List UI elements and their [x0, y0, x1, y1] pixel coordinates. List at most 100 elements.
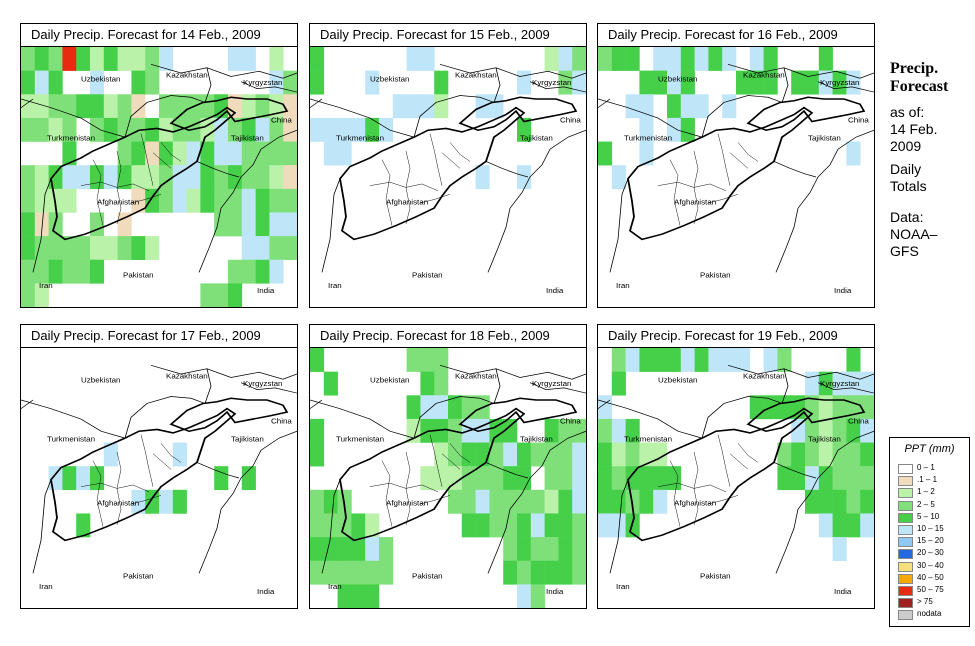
- country-label-india: India: [834, 287, 852, 295]
- country-label-kyrgyzstan: Kyrgyzstan: [243, 380, 282, 388]
- country-border: [240, 382, 297, 394]
- precip-cell: [832, 395, 847, 420]
- precip-cell: [639, 117, 654, 142]
- precip-cell: [544, 442, 559, 467]
- country-label-uzbekistan: Uzbekistan: [81, 376, 120, 384]
- forecast-panel: Daily Precip. Forecast for 18 Feb., 2009…: [309, 324, 587, 609]
- precip-cell: [241, 259, 256, 284]
- legend-label: 2 – 5: [917, 499, 935, 509]
- precip-cell: [283, 70, 297, 95]
- precip-cell: [860, 418, 874, 443]
- precip-cell: [805, 395, 820, 420]
- precip-cell: [200, 141, 215, 166]
- precip-cell: [283, 236, 297, 260]
- precip-cell: [544, 560, 559, 585]
- data-source-1: NOAA–: [890, 226, 938, 242]
- precip-cell: [34, 212, 49, 237]
- precip-cell: [639, 466, 654, 491]
- country-border: [21, 399, 126, 439]
- precip-cell: [255, 141, 270, 166]
- precip-cell: [667, 466, 682, 491]
- country-border: [493, 67, 501, 103]
- precip-cell: [805, 489, 820, 514]
- precip-cell: [420, 94, 435, 119]
- precip-cell: [310, 560, 325, 585]
- country-border: [598, 98, 703, 138]
- country-border: [493, 368, 501, 404]
- precip-cell: [598, 442, 613, 467]
- precip-cell: [625, 47, 640, 71]
- precip-cell: [517, 442, 532, 467]
- precip-cell: [860, 395, 874, 420]
- precip-cell: [667, 348, 682, 372]
- precip-cell: [708, 348, 723, 372]
- precip-cell: [228, 165, 243, 190]
- precip-cell: [241, 212, 256, 237]
- precip-cell: [694, 94, 709, 119]
- precip-cell: [434, 418, 449, 443]
- country-label-uzbekistan: Uzbekistan: [370, 75, 409, 83]
- precip-cell: [572, 513, 586, 538]
- precip-cell: [558, 560, 573, 585]
- country-border: [598, 399, 703, 439]
- legend-swatch: [898, 464, 913, 474]
- country-border: [32, 479, 52, 574]
- precip-cell: [708, 47, 723, 71]
- precip-cell: [611, 513, 626, 538]
- country-border: [529, 382, 586, 394]
- precip-cell: [818, 442, 833, 467]
- precip-cell: [21, 283, 36, 307]
- precip-cell: [90, 466, 105, 491]
- legend-swatch: [898, 598, 913, 609]
- country-border: [609, 178, 629, 273]
- precip-cell: [667, 94, 682, 119]
- precip-cell: [145, 489, 160, 514]
- country-label-kyrgyzstan: Kyrgyzstan: [532, 79, 571, 87]
- precip-cell: [489, 442, 504, 467]
- precip-cell: [625, 442, 640, 467]
- precip-cell: [517, 466, 532, 491]
- precip-cell: [48, 70, 63, 95]
- precip-cell: [21, 259, 36, 284]
- province-border: [729, 453, 749, 470]
- province-border: [116, 150, 122, 224]
- precip-cell: [530, 560, 545, 585]
- asof-label: as of:: [890, 104, 925, 120]
- precip-cell: [200, 283, 215, 307]
- country-border: [487, 430, 586, 574]
- country-border: [321, 479, 341, 574]
- country-border: [196, 161, 240, 178]
- precip-cell: [406, 47, 421, 71]
- country-border: [21, 98, 34, 108]
- precip-cell: [572, 489, 586, 514]
- precip-cell: [241, 94, 256, 119]
- precip-cell: [846, 489, 861, 514]
- legend-label: 0 – 1: [917, 463, 935, 472]
- precip-cell: [680, 70, 695, 95]
- country-border: [32, 178, 52, 273]
- asof-year: 2009: [890, 138, 922, 154]
- precip-cell: [62, 94, 77, 119]
- precip-cell: [186, 188, 201, 213]
- precip-cell: [461, 489, 476, 514]
- precip-cell: [503, 560, 518, 585]
- afghanistan-outline: [339, 106, 526, 241]
- panel-title: Daily Precip. Forecast for 18 Feb., 2009: [310, 325, 586, 348]
- precip-cell: [310, 442, 325, 467]
- precip-cell: [805, 442, 820, 467]
- country-border: [598, 399, 611, 409]
- precip-cell: [420, 371, 435, 396]
- precip-cell: [255, 259, 270, 284]
- precip-cell: [48, 236, 63, 260]
- country-label-uzbekistan: Uzbekistan: [658, 75, 697, 83]
- country-label-afghanistan: Afghanistan: [674, 198, 716, 206]
- precip-cell: [90, 47, 105, 71]
- precip-cell: [21, 117, 36, 142]
- precip-cell: [818, 466, 833, 491]
- precip-cell: [228, 188, 243, 213]
- precip-cell: [186, 165, 201, 190]
- precip-cell: [228, 259, 243, 284]
- precip-cell: [228, 94, 243, 119]
- precip-cell: [611, 348, 626, 372]
- precip-cell: [544, 47, 559, 71]
